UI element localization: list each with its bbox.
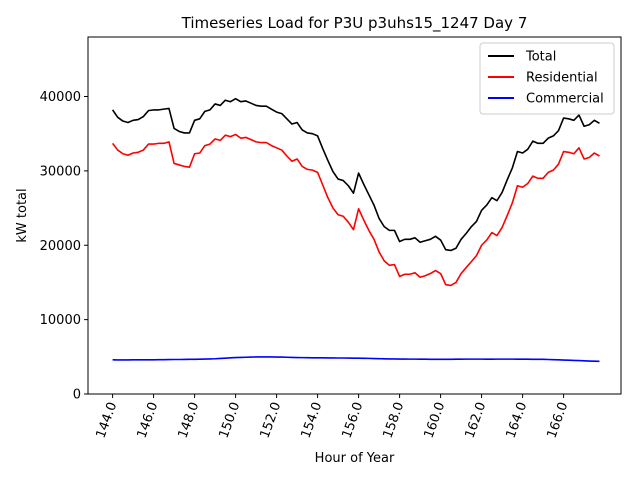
series-line-residential [111, 133, 600, 287]
y-axis-label: kW total [15, 188, 30, 242]
x-tick-label: 144.0 [94, 400, 121, 440]
chart-title: Timeseries Load for P3U p3uhs15_1247 Day… [181, 14, 528, 33]
legend-box [479, 42, 615, 115]
x-tick-label: 148.0 [176, 400, 203, 440]
x-tick-label: 152.0 [258, 400, 285, 440]
x-tick-label: 154.0 [299, 400, 326, 440]
x-axis-label: Hour of Year [315, 451, 395, 466]
legend-label-residential: Residential [526, 71, 598, 86]
legend-label-total: Total [525, 50, 556, 65]
x-tick-label: 160.0 [422, 400, 449, 440]
y-axis-ticks: 0 10000 20000 30000 40000 [40, 90, 88, 403]
series-group [111, 97, 600, 363]
x-tick-label: 150.0 [217, 400, 244, 440]
x-tick-label: 166.0 [545, 400, 572, 440]
y-tick-label: 30000 [40, 164, 81, 179]
y-tick-label: 10000 [40, 313, 81, 328]
x-tick-label: 146.0 [135, 400, 162, 440]
x-tick-label: 156.0 [340, 400, 367, 440]
x-tick-label: 164.0 [504, 400, 531, 440]
x-axis-ticks: 144.0 146.0 148.0 150.0 152.0 154.0 156.0 158.0… [94, 394, 572, 440]
y-tick-label: 20000 [40, 239, 81, 254]
x-tick-label: 162.0 [463, 400, 490, 440]
y-tick-label: 40000 [40, 90, 81, 105]
series-line-commercial [112, 356, 600, 363]
series-line-total [111, 97, 600, 252]
legend: Total Residential Commercial [479, 42, 615, 115]
legend-label-commercial: Commercial [526, 92, 604, 107]
y-tick-label: 0 [73, 388, 81, 403]
x-tick-label: 158.0 [381, 400, 408, 440]
